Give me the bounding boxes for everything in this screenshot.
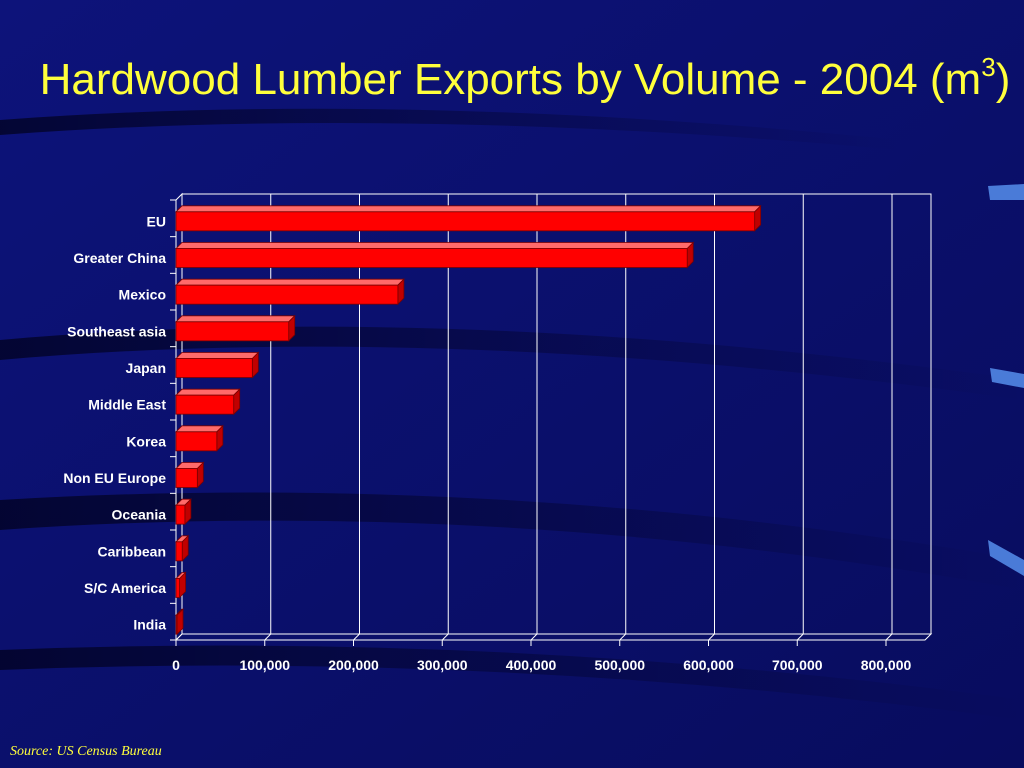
x-tick-label: 400,000	[506, 657, 557, 673]
x-tick-label: 800,000	[861, 657, 912, 673]
gridline-floor	[619, 633, 627, 641]
bar-top	[175, 205, 762, 213]
bar-top	[175, 315, 296, 323]
category-label: Southeast asia	[67, 323, 166, 339]
gridline-floor	[441, 633, 449, 641]
x-tick-label: 700,000	[772, 657, 823, 673]
source-note: Source: US Census Bureau	[10, 744, 162, 759]
x-tick-label: 200,000	[328, 657, 379, 673]
bar	[175, 504, 186, 525]
gridline-floor	[708, 633, 715, 641]
bar	[175, 321, 290, 342]
bar-top	[175, 425, 224, 433]
bar	[175, 614, 178, 635]
edge-decoration-icon	[988, 184, 1024, 200]
x-tick-label: 0	[172, 657, 180, 673]
bar	[175, 248, 688, 268]
edge-decoration-icon	[990, 368, 1024, 388]
category-label: Mexico	[119, 287, 166, 303]
bar	[175, 541, 183, 562]
gridline-floor	[353, 633, 360, 641]
category-label: India	[133, 617, 166, 633]
category-label: EU	[147, 213, 166, 229]
category-label: Oceania	[112, 507, 167, 523]
bar	[175, 431, 218, 452]
gridline-floor	[796, 633, 804, 641]
chart-title: Hardwood Lumber Exports by Volume - 2004…	[0, 52, 1024, 105]
gridline-floor	[264, 633, 272, 641]
bar	[175, 284, 399, 305]
gridline-floor	[530, 633, 538, 641]
bar	[175, 468, 198, 488]
bar	[175, 358, 253, 378]
bar	[175, 211, 756, 232]
category-label: Non EU Europe	[63, 470, 166, 486]
category-label: Greater China	[73, 250, 166, 266]
plot-floor	[174, 633, 933, 641]
category-label: Japan	[126, 360, 166, 376]
gridline-floor	[885, 633, 893, 641]
chart-title-main: Hardwood Lumber Exports by Volume - 2004…	[39, 55, 982, 104]
bar	[175, 394, 235, 415]
x-tick-label: 500,000	[594, 657, 645, 673]
category-label: S/C America	[84, 580, 166, 596]
category-label: Caribbean	[98, 543, 166, 559]
bar	[175, 578, 180, 598]
bar-top	[175, 242, 695, 249]
x-tick-label: 100,000	[239, 657, 290, 673]
edge-decoration-icon	[988, 540, 1024, 576]
category-label: Korea	[126, 433, 166, 449]
bar-top	[175, 278, 405, 286]
chart-title-suffix: )	[995, 55, 1011, 104]
bar-top	[175, 352, 260, 359]
bar-top	[175, 388, 241, 396]
x-tick-label: 300,000	[417, 657, 468, 673]
x-tick-label: 600,000	[683, 657, 734, 673]
chart-title-superscript: 3	[981, 52, 996, 82]
category-label: Middle East	[88, 397, 166, 413]
